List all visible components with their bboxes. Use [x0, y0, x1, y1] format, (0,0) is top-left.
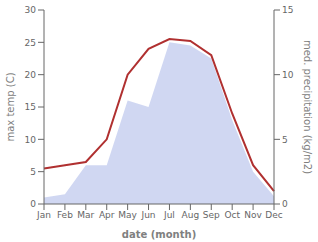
svg-text:15: 15	[282, 5, 293, 15]
svg-text:Apr: Apr	[99, 210, 115, 220]
svg-text:Sep: Sep	[203, 210, 220, 220]
svg-text:5: 5	[30, 167, 36, 177]
svg-text:15: 15	[25, 102, 36, 112]
svg-text:Jun: Jun	[141, 210, 156, 220]
svg-text:30: 30	[25, 5, 37, 15]
svg-text:Nov: Nov	[244, 210, 262, 220]
svg-text:May: May	[118, 210, 137, 220]
svg-text:Jul: Jul	[163, 210, 175, 220]
svg-text:0: 0	[30, 199, 36, 209]
svg-text:Feb: Feb	[57, 210, 73, 220]
svg-text:10: 10	[282, 70, 294, 80]
svg-text:25: 25	[25, 38, 36, 48]
svg-text:10: 10	[25, 135, 37, 145]
svg-text:Aug: Aug	[182, 210, 200, 220]
svg-text:Dec: Dec	[265, 210, 282, 220]
svg-text:Oct: Oct	[224, 210, 240, 220]
svg-text:20: 20	[25, 70, 37, 80]
svg-text:0: 0	[282, 199, 288, 209]
svg-text:Jan: Jan	[36, 210, 51, 220]
svg-text:max temp (C): max temp (C)	[8, 72, 16, 141]
svg-text:5: 5	[282, 135, 288, 145]
svg-text:Mar: Mar	[77, 210, 94, 220]
svg-text:date (month): date (month)	[122, 229, 196, 240]
svg-text:med. precipitation (kg/m2): med. precipitation (kg/m2)	[302, 40, 310, 174]
